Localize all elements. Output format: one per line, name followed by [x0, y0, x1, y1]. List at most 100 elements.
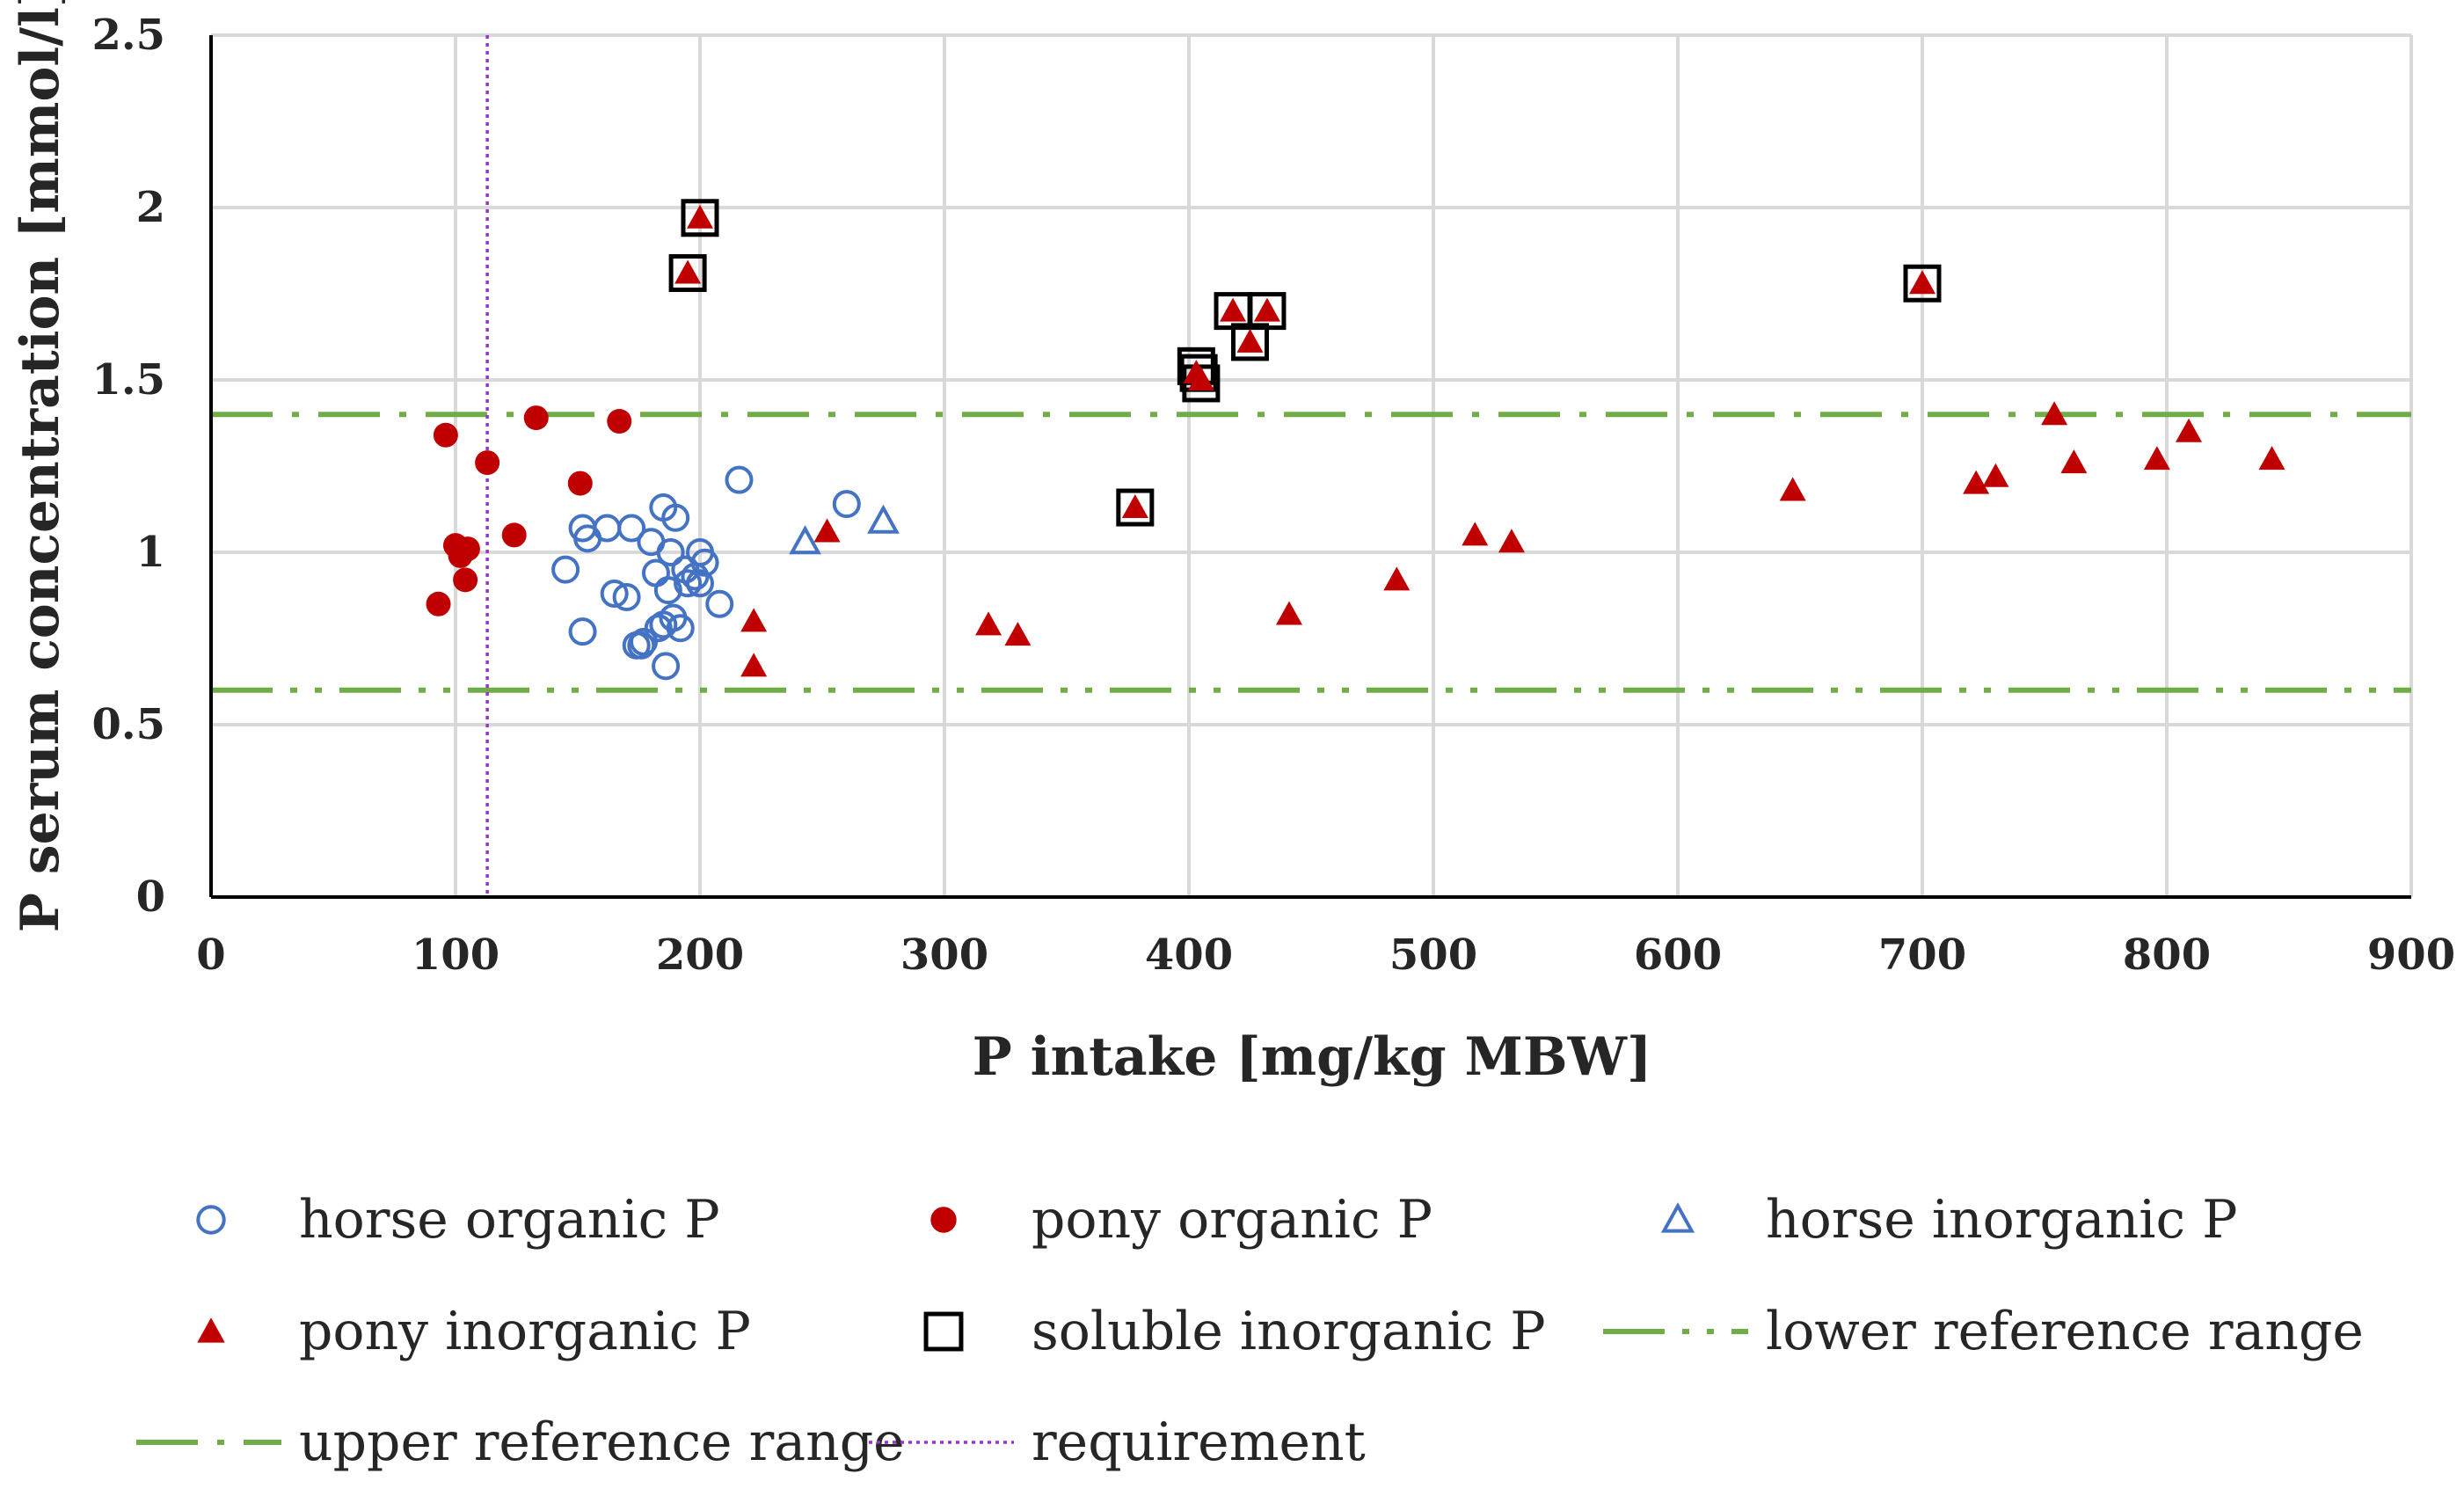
x-tick-label: 900	[2367, 930, 2455, 980]
pony-inorganic-P-point	[1982, 463, 2009, 487]
horse-organic-P-point	[666, 614, 695, 643]
x-tick-label: 300	[900, 930, 988, 980]
legend-label: soluble inorganic P	[1032, 1301, 1546, 1362]
pony-inorganic-P-point	[674, 259, 702, 284]
axis-labels: P intake [mg/kg MBW] P serum concentrati…	[10, 0, 1651, 1088]
pony-organic-P-point	[426, 591, 451, 617]
legend-label: lower reference range	[1766, 1301, 2364, 1362]
horse-organic-P-point	[653, 576, 682, 605]
legend-item: requirement	[869, 1412, 1366, 1473]
legend-marker	[197, 1317, 225, 1343]
horse-organic-P-point	[627, 631, 656, 660]
y-tick-label: 1.5	[91, 355, 165, 405]
legend-label: pony inorganic P	[299, 1301, 751, 1362]
pony-organic-P-point	[523, 405, 549, 431]
pony-inorganic-P-point	[1236, 328, 1264, 353]
soluble-inorganic-P-point	[681, 199, 719, 237]
pony-inorganic-P-point	[1383, 566, 1411, 591]
legend-item: horse organic P	[196, 1189, 720, 1251]
pony-inorganic-P-point	[2143, 446, 2170, 471]
pony-inorganic-P-point	[1187, 367, 1214, 390]
horse-inorganic-P-point	[867, 504, 900, 534]
horse-organic-P-point	[612, 582, 641, 611]
horse-organic-P-point	[832, 490, 861, 519]
x-tick-label: 600	[1634, 930, 1722, 980]
horse-organic-P-point	[617, 514, 646, 543]
horse-organic-P-point	[656, 538, 685, 566]
data-points	[426, 199, 2285, 681]
legend-label: horse organic P	[299, 1189, 720, 1251]
x-axis-title: P intake [mg/kg MBW]	[973, 1026, 1652, 1088]
legend-marker	[923, 1311, 964, 1352]
horse-organic-P-point	[593, 514, 622, 543]
pony-inorganic-P-point	[1253, 297, 1280, 322]
pony-inorganic-P-point	[2060, 449, 2088, 474]
pony-organic-P-point	[475, 450, 500, 476]
legend-label: upper reference range	[299, 1412, 905, 1473]
horse-organic-P-point	[705, 589, 734, 618]
legend-label: horse inorganic P	[1766, 1189, 2238, 1251]
x-tick-label: 0	[196, 930, 225, 980]
pony-organic-P-point	[433, 422, 458, 448]
horse-organic-P-point	[725, 465, 754, 494]
pony-inorganic-P-point	[813, 518, 841, 543]
pony-inorganic-P-point	[1004, 622, 1032, 646]
legend: horse organic P pony organic P horse inorg…	[136, 1189, 2364, 1473]
horse-organic-P-point	[661, 503, 690, 532]
legend-marker	[1660, 1202, 1695, 1233]
pony-inorganic-P-point	[1498, 529, 1525, 553]
soluble-inorganic-P-point	[1248, 292, 1287, 331]
y-tick-label: 2.5	[91, 11, 165, 60]
horse-organic-P-point	[568, 617, 597, 646]
pony-organic-P-point	[501, 522, 527, 548]
legend-marker	[196, 1205, 226, 1235]
horse-organic-P-point	[690, 548, 719, 577]
pony-inorganic-P-point	[1779, 477, 1806, 501]
horse-organic-P-point	[600, 580, 629, 609]
x-tick-label: 100	[412, 930, 499, 980]
legend-label: pony organic P	[1032, 1189, 1432, 1251]
horse-organic-P-point	[674, 569, 703, 598]
pony-inorganic-P-point	[740, 608, 768, 632]
legend-marker	[930, 1207, 957, 1233]
y-tick-label: 1	[136, 528, 165, 577]
legend-item: pony inorganic P	[197, 1301, 751, 1362]
x-tick-label: 400	[1145, 930, 1233, 980]
horse-organic-P-point	[652, 652, 681, 681]
horse-inorganic-P-point	[789, 525, 821, 555]
pony-inorganic-P-point	[687, 204, 713, 229]
legend-item: soluble inorganic P	[923, 1301, 1546, 1362]
x-tick-label: 200	[656, 930, 744, 980]
y-tick-label: 0	[136, 872, 165, 922]
pony-inorganic-P-point	[2176, 418, 2203, 442]
legend-item: upper reference range	[136, 1412, 905, 1473]
pony-inorganic-P-point	[1963, 470, 1990, 494]
legend-item: horse inorganic P	[1660, 1189, 2238, 1251]
horse-organic-P-point	[686, 569, 714, 598]
pony-organic-P-point	[567, 471, 593, 496]
legend-item: lower reference range	[1603, 1301, 2364, 1362]
y-axis-title: P serum concentration [mmol/l]	[10, 0, 71, 932]
pony-organic-P-point	[455, 536, 480, 562]
y-tick-label: 2	[136, 183, 165, 232]
pony-inorganic-P-point	[2258, 446, 2285, 471]
pony-inorganic-P-point	[1462, 522, 1489, 546]
soluble-inorganic-P-point	[1116, 488, 1155, 527]
x-tick-label: 500	[1389, 930, 1477, 980]
x-tick-label: 800	[2123, 930, 2211, 980]
legend-item: pony organic P	[930, 1189, 1432, 1251]
y-tick-label: 0.5	[91, 700, 165, 749]
x-tick-label: 700	[1878, 930, 1966, 980]
pony-organic-P-point	[453, 567, 478, 593]
soluble-inorganic-P-point	[1903, 264, 1942, 303]
soluble-inorganic-P-point	[668, 253, 707, 292]
pony-inorganic-P-point	[740, 653, 768, 677]
pony-inorganic-P-point	[1275, 601, 1302, 625]
gridlines	[211, 33, 2413, 897]
pony-inorganic-P-point	[1121, 494, 1148, 519]
legend-label: requirement	[1032, 1412, 1366, 1473]
pony-organic-P-point	[607, 409, 632, 434]
pony-inorganic-P-point	[2041, 401, 2068, 426]
